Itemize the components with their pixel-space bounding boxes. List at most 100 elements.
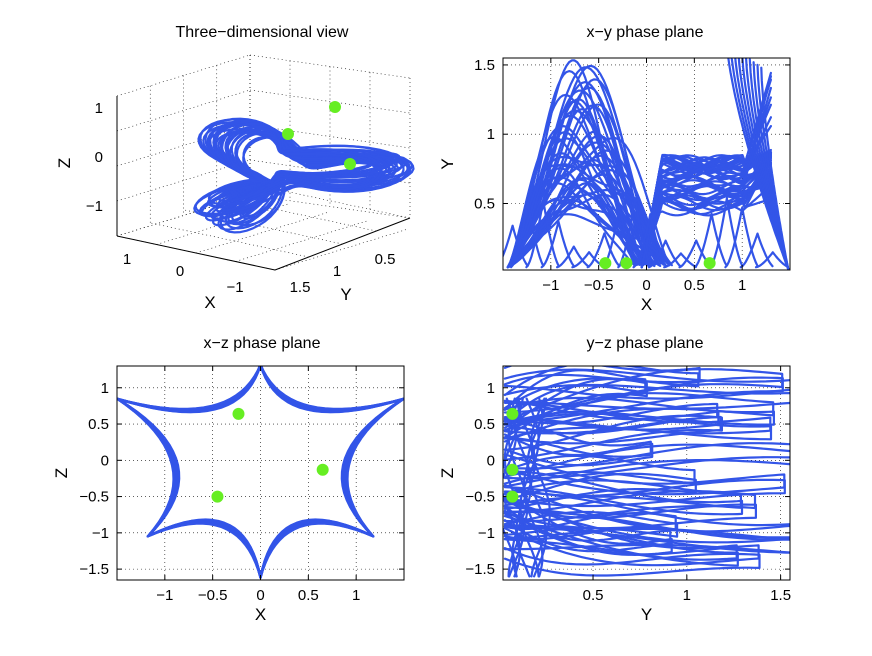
trajectory-segment — [503, 433, 654, 467]
panel-yz-phase-plane: y−z phase plane 0.5 1 1.5 −1.5 −1 −0.5 0 0.5 1 Y Z — [438, 335, 791, 624]
panel-3d-title: Three−dimensional view — [176, 24, 349, 41]
y-tick-label: −0.5 — [79, 489, 109, 506]
y-axis-label: Y — [340, 285, 351, 304]
x-tick-label: 0.5 — [298, 587, 319, 604]
trajectory-segment — [503, 384, 790, 410]
trajectory-segment — [663, 252, 698, 269]
y-axis-label: Y — [438, 158, 457, 169]
grid-line — [249, 89, 411, 114]
trajectory-segment — [503, 396, 775, 426]
grid-line — [249, 124, 411, 149]
trajectory-segment — [503, 401, 772, 435]
x-tick-label: 0 — [176, 263, 184, 280]
grid-lines — [117, 366, 404, 580]
trajectory-segment — [117, 366, 404, 579]
grid-line — [150, 222, 309, 258]
trajectory-segment — [640, 86, 772, 269]
trajectory-segment — [586, 232, 621, 269]
y-tick-label: −0.5 — [465, 489, 495, 506]
trajectory-segment — [117, 366, 404, 579]
panel-yz-title: y−z phase plane — [587, 335, 704, 352]
trajectory-segment — [503, 397, 518, 578]
trajectory-segment — [503, 366, 701, 386]
y-tick-label: −1 — [478, 525, 495, 542]
trajectory-segment — [601, 206, 636, 269]
trajectory — [503, 58, 790, 270]
equilibrium-points-3d — [282, 101, 356, 170]
x-tick-label: −1 — [542, 277, 559, 294]
trajectory-segment — [503, 224, 529, 267]
trajectory-segment — [503, 454, 696, 485]
trajectory-segment — [727, 58, 790, 270]
trajectory-segment — [754, 251, 789, 269]
trajectory-segment — [217, 136, 379, 202]
equilibrium-point — [329, 101, 341, 113]
box-frame — [116, 96, 411, 271]
x-axis-label: X — [204, 293, 215, 312]
trajectory-segment — [640, 151, 772, 269]
z-axis-label: Z — [55, 158, 74, 168]
equilibrium-point — [344, 158, 356, 170]
trajectory-segment — [503, 369, 647, 423]
equilibrium-point — [232, 407, 245, 420]
x-axis-line — [116, 235, 276, 271]
y-tick-label: −1.5 — [465, 561, 495, 578]
x-tick-label: 0.5 — [684, 277, 705, 294]
trajectory-segment — [117, 366, 404, 579]
x-tick-label: 1 — [352, 587, 360, 604]
trajectory-segment — [503, 498, 738, 561]
y-tick-label: 1 — [487, 126, 495, 143]
grid-line — [218, 196, 377, 232]
equilibrium-point — [599, 257, 612, 270]
x-tick-label: 1 — [683, 587, 691, 604]
x-tick-label: 0 — [642, 277, 650, 294]
y-tick-label: 1.5 — [290, 279, 311, 296]
x-tick-label: 1 — [123, 251, 131, 268]
trajectory-segment — [640, 162, 772, 269]
trajectory-segment — [117, 366, 404, 579]
trajectory-segment — [515, 397, 536, 578]
trajectory-segment — [503, 397, 525, 578]
x-axis-label: X — [255, 605, 266, 624]
y-tick-label: 1.5 — [474, 57, 495, 74]
trajectory-segment — [503, 478, 786, 508]
trajectory-segment — [640, 159, 772, 269]
trajectory-segment — [117, 366, 404, 579]
y-tick-label: 1 — [101, 380, 109, 397]
trajectory-segment — [526, 397, 548, 578]
panel-3d-view: Three−dimensional view 1 0 −1 Z 1 0 −1 X… — [55, 24, 415, 312]
trajectory-segment — [525, 199, 560, 269]
trajectory-segment — [530, 397, 551, 578]
trajectory-segment — [617, 197, 652, 269]
x-tick-label: 0 — [256, 587, 264, 604]
x-tick-label: −0.5 — [198, 587, 228, 604]
y-tick-label: 1 — [487, 380, 495, 397]
trajectory-segment — [207, 136, 383, 206]
trajectory-segment — [117, 366, 404, 579]
y-tick-label: 0.5 — [474, 416, 495, 433]
panel-xz-phase-plane: x−z phase plane −1 −0.5 0 0.5 1 −1.5 −1 −0.5 0 0.… — [52, 335, 405, 624]
trajectory-segment — [510, 201, 544, 269]
y-tick-label: 0 — [101, 452, 109, 469]
trajectory — [117, 366, 404, 579]
x-axis-label: Y — [641, 605, 652, 624]
equilibrium-point — [211, 490, 224, 503]
grid-line — [184, 209, 343, 245]
grid-line — [251, 183, 411, 219]
y-tick-label: 0.5 — [375, 251, 396, 268]
trajectory-segment — [117, 366, 404, 579]
trajectory-segment — [117, 366, 404, 579]
plot-frame — [502, 365, 791, 581]
trajectory-segment — [556, 245, 590, 269]
trajectory-segment — [506, 137, 663, 269]
y-tick-label: 0.5 — [474, 195, 495, 212]
trajectory-segment — [693, 212, 728, 269]
trajectory-segment — [640, 151, 772, 269]
y-axis-label: Z — [438, 468, 457, 478]
z-tick-label: −1 — [86, 198, 103, 215]
y-axis-line — [274, 217, 411, 271]
y-axis-label: Z — [52, 468, 71, 478]
trajectory-segment — [117, 366, 404, 579]
x-tick-label: −1 — [156, 587, 173, 604]
